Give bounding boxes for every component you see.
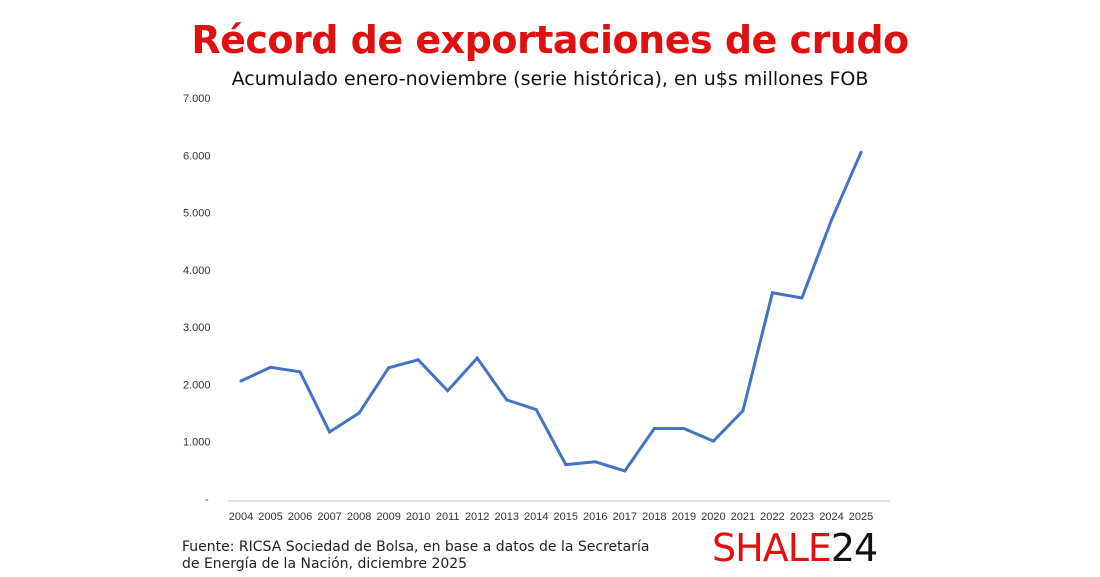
source-note: Fuente: RICSA Sociedad de Bolsa, en base… (182, 539, 650, 572)
data-point-2007 (328, 430, 332, 434)
data-point-2005 (269, 365, 273, 369)
x-tick-label: 2006 (288, 511, 312, 523)
x-tick-label: 2021 (731, 511, 755, 523)
x-tick-label: 2016 (583, 511, 607, 523)
x-tick-label: 2013 (494, 511, 518, 523)
data-point-2019 (682, 427, 686, 431)
data-point-2009 (387, 366, 391, 370)
data-point-2004 (239, 379, 243, 383)
data-point-2017 (623, 469, 627, 473)
data-point-2011 (446, 389, 450, 393)
x-tick-label: 2008 (347, 511, 371, 523)
x-tick-label: 2010 (406, 511, 430, 523)
x-tick-label: 2023 (790, 511, 814, 523)
data-point-2012 (475, 356, 479, 360)
x-tick-label: 2024 (819, 511, 843, 523)
data-point-2010 (416, 358, 420, 362)
x-tick-label: 2009 (376, 511, 400, 523)
x-tick-label: 2020 (701, 511, 725, 523)
x-tick-label: 2019 (672, 511, 696, 523)
data-point-2021 (741, 409, 745, 413)
x-tick-label: 2015 (554, 511, 578, 523)
x-tick-label: 2007 (317, 511, 341, 523)
data-point-2022 (770, 291, 774, 295)
data-point-2020 (711, 439, 715, 443)
y-tick-label: 6.000 (183, 150, 211, 162)
x-tick-label: 2005 (258, 511, 282, 523)
data-point-2016 (593, 460, 597, 464)
shale24-logo: SHALE24 (712, 526, 878, 570)
y-tick-label: 1.000 (183, 437, 211, 449)
y-tick-label: - (205, 494, 209, 506)
x-tick-label: 2004 (229, 511, 253, 523)
y-tick-label: 4.000 (183, 265, 211, 277)
x-tick-label: 2017 (613, 511, 637, 523)
data-point-2008 (357, 411, 361, 415)
data-point-2013 (505, 398, 509, 402)
x-tick-label: 2014 (524, 511, 548, 523)
data-point-2014 (534, 408, 538, 412)
x-tick-label: 2011 (436, 511, 460, 523)
y-tick-label: 3.000 (183, 322, 211, 334)
logo-shale: SHALE (712, 526, 832, 570)
data-point-2015 (564, 463, 568, 467)
x-tick-label: 2025 (849, 511, 873, 523)
x-tick-label: 2018 (642, 511, 666, 523)
chart-subtitle: Acumulado enero-noviembre (serie históri… (231, 68, 869, 90)
y-tick-label: 5.000 (183, 208, 211, 220)
data-point-2006 (298, 370, 302, 374)
data-point-2018 (652, 427, 656, 431)
x-tick-label: 2022 (760, 511, 784, 523)
data-point-2023 (800, 296, 804, 300)
chart-title: Récord de exportaciones de crudo (191, 18, 909, 62)
y-tick-label: 2.000 (183, 379, 211, 391)
series-line (240, 151, 863, 473)
logo-24: 24 (830, 526, 878, 570)
data-point-2025 (859, 150, 863, 154)
x-tick-label: 2012 (465, 511, 489, 523)
y-tick-label: 7.000 (183, 93, 211, 105)
data-point-2024 (829, 218, 833, 222)
